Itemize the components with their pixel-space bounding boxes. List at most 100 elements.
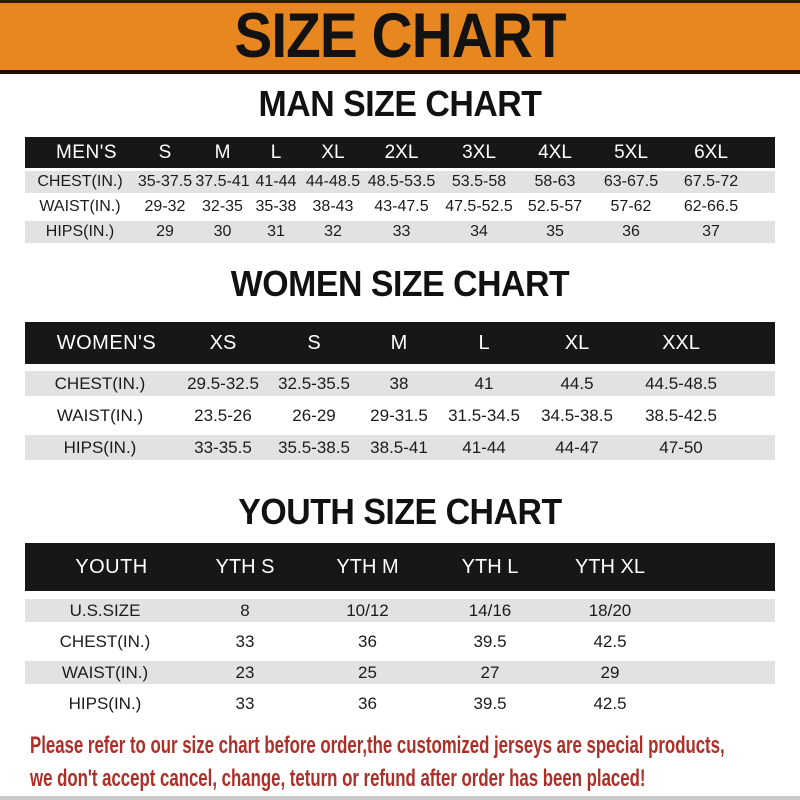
size-value: 29-31.5 [357,403,441,428]
size-value: 34 [439,221,519,243]
size-value: 35.5-38.5 [271,435,357,460]
size-value: 27 [430,661,550,684]
size-value [735,371,775,396]
table-row: WAIST(IN.) 23 25 27 29 [25,661,775,684]
size-value: 14/16 [430,599,550,622]
column-header: XS [175,322,271,364]
size-value [735,403,775,428]
size-value: 35-37.5 [135,171,195,193]
row-label: CHEST(IN.) [25,630,185,653]
section-title-men: MAN SIZE CHART [258,83,542,124]
size-value: 33 [185,630,305,653]
size-value: 63-67.5 [591,171,671,193]
column-header [735,322,775,364]
column-header: XXL [627,322,735,364]
table-row: WAIST(IN.) 29-32 32-35 35-38 38-43 43-47.5 47.… [25,196,775,218]
size-value: 44-48.5 [302,171,364,193]
table-row: WAIST(IN.) 23.5-26 26-29 29-31.5 31.5-34.5 34… [25,403,775,428]
size-value: 31 [250,221,302,243]
size-value: 37 [671,221,751,243]
size-value: 38.5-41 [357,435,441,460]
size-value: 53.5-58 [439,171,519,193]
row-label: WAIST(IN.) [25,403,175,428]
section-title-youth: YOUTH SIZE CHART [238,491,562,532]
table-row: CHEST(IN.) 33 36 39.5 42.5 [25,630,775,653]
size-value: 35-38 [250,196,302,218]
table-row: HIPS(IN.) 33 36 39.5 42.5 [25,692,775,715]
size-value: 39.5 [430,630,550,653]
table-row: U.S.SIZE 8 10/12 14/16 18/20 [25,599,775,622]
row-label: HIPS(IN.) [25,221,135,243]
column-header: L [250,137,302,168]
table-row: CHEST(IN.) 29.5-32.5 32.5-35.5 38 41 44.5 44.5… [25,371,775,396]
size-value [735,435,775,460]
size-value: 52.5-57 [519,196,591,218]
size-value: 58-63 [519,171,591,193]
column-header: S [271,322,357,364]
column-header: L [441,322,527,364]
men-size-table: MEN'S S M L XL 2XL 3XL 4XL 5XL 6XL CHEST(IN.) 35-37… [25,134,775,246]
row-label: WAIST(IN.) [25,196,135,218]
size-value: 33 [364,221,439,243]
size-value: 41-44 [250,171,302,193]
column-header: YTH S [185,543,305,591]
size-value: 38-43 [302,196,364,218]
size-value: 25 [305,661,430,684]
size-value: 47.5-52.5 [439,196,519,218]
size-value: 10/12 [305,599,430,622]
men-header-label: MEN'S [25,137,135,168]
column-header: 5XL [591,137,671,168]
men-size-table-container: MEN'S S M L XL 2XL 3XL 4XL 5XL 6XL CHEST(IN.) 35-37… [25,134,775,246]
size-value [670,692,775,715]
size-value: 44-47 [527,435,627,460]
size-value [751,221,775,243]
size-value: 23.5-26 [175,403,271,428]
size-value: 38.5-42.5 [627,403,735,428]
footer-line-2: we don't accept cancel, change, teturn o… [30,765,646,792]
size-value: 36 [591,221,671,243]
footer-line-1: Please refer to our size chart before or… [30,732,725,759]
size-value: 47-50 [627,435,735,460]
size-value [751,171,775,193]
size-value: 29.5-32.5 [175,371,271,396]
size-value [670,661,775,684]
women-size-table-container: WOMEN'S XS S M L XL XXL CHEST(IN.) 29.5-32.5 32.5… [25,315,775,467]
size-value: 30 [195,221,250,243]
row-label: U.S.SIZE [25,599,185,622]
size-value: 35 [519,221,591,243]
women-header-label: WOMEN'S [25,322,175,364]
banner-title: SIZE CHART [234,1,566,71]
youth-size-table: YOUTH YTH S YTH M YTH L YTH XL U.S.SIZE 8 10/12… [25,535,775,723]
column-header: 2XL [364,137,439,168]
column-header: S [135,137,195,168]
size-value: 29-32 [135,196,195,218]
column-header: XL [527,322,627,364]
size-value: 18/20 [550,599,670,622]
column-header: YTH M [305,543,430,591]
size-value: 38 [357,371,441,396]
size-value [670,599,775,622]
size-value: 44.5-48.5 [627,371,735,396]
column-header: 3XL [439,137,519,168]
table-row: HIPS(IN.) 33-35.5 35.5-38.5 38.5-41 41-44 44-… [25,435,775,460]
size-value: 62-66.5 [671,196,751,218]
column-header: YTH L [430,543,550,591]
size-value: 41-44 [441,435,527,460]
size-value: 29 [550,661,670,684]
row-label: CHEST(IN.) [25,171,135,193]
table-row: CHEST(IN.) 35-37.5 37.5-41 41-44 44-48.5 48.5… [25,171,775,193]
size-value: 57-62 [591,196,671,218]
bottom-edge-strip [0,796,800,800]
women-header-row: WOMEN'S XS S M L XL XXL [25,322,775,364]
youth-size-table-container: YOUTH YTH S YTH M YTH L YTH XL U.S.SIZE 8 10/12… [25,535,775,723]
size-value: 33-35.5 [175,435,271,460]
size-value [670,630,775,653]
size-value: 41 [441,371,527,396]
row-label: CHEST(IN.) [25,371,175,396]
youth-header-label: YOUTH [25,543,185,591]
size-value: 31.5-34.5 [441,403,527,428]
section-title-women: WOMEN SIZE CHART [230,263,570,304]
column-header: 6XL [671,137,751,168]
size-value: 42.5 [550,630,670,653]
table-row: HIPS(IN.) 29 30 31 32 33 34 35 36 37 [25,221,775,243]
